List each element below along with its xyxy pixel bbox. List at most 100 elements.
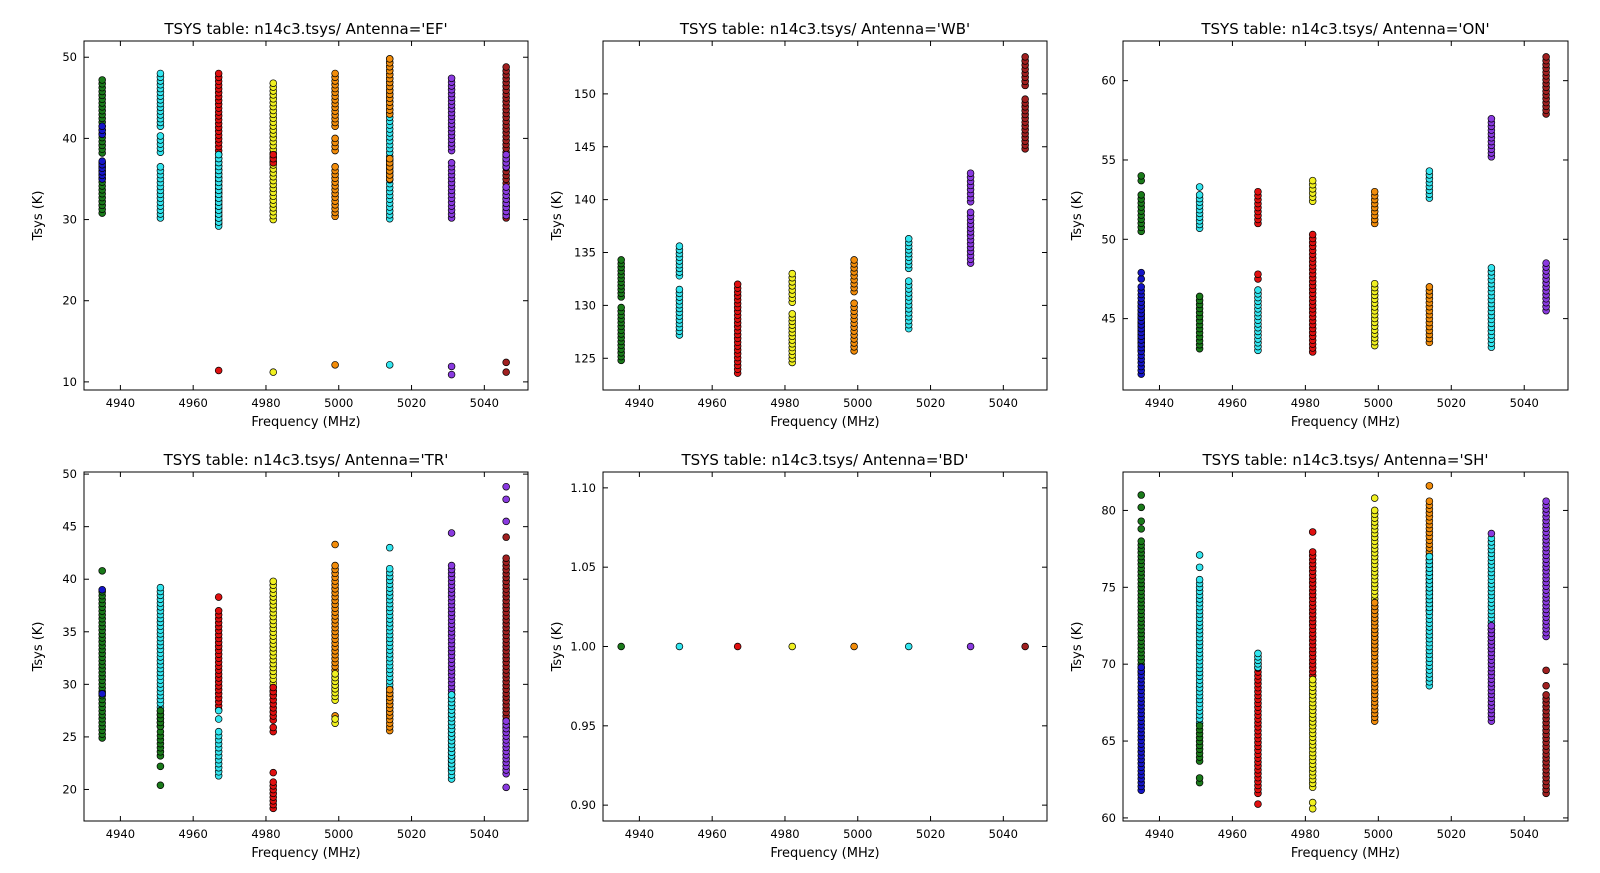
- data-point: [1137, 525, 1145, 533]
- x-tick-label: 4960: [179, 396, 208, 410]
- series-8: [1308, 675, 1317, 813]
- data-point: [966, 208, 975, 217]
- y-axis-label: Tsys (K): [1070, 622, 1085, 673]
- tsys-panel-3: TSYS table: n14c3.tsys/ Antenna='ON' Freq…: [1070, 20, 1569, 430]
- series-6: [1254, 286, 1262, 355]
- data-point: [502, 358, 510, 367]
- data-point: [502, 495, 510, 504]
- y-tick-label: 50: [1101, 232, 1116, 246]
- y-axis-label: Tsys (K): [31, 191, 46, 242]
- series-10: [331, 670, 339, 727]
- data-point: [1425, 283, 1434, 291]
- panel-title: TSYS table: n14c3.tsys/ Antenna='TR': [163, 451, 449, 469]
- data-point: [1308, 528, 1317, 536]
- y-tick-label: 80: [1101, 503, 1116, 517]
- y-tick-label: 55: [1101, 153, 1116, 167]
- data-point: [850, 299, 858, 308]
- panel-title: TSYS table: n14c3.tsys/ Antenna='WB': [679, 20, 970, 38]
- series-7: [1308, 176, 1317, 205]
- series-8: [1021, 53, 1029, 153]
- data-point: [1425, 167, 1434, 175]
- series-10: [385, 55, 394, 183]
- series-15: [1542, 497, 1550, 641]
- data-point: [269, 723, 277, 732]
- data-point: [1425, 552, 1434, 561]
- data-point: [1195, 183, 1204, 191]
- series-6: [904, 235, 913, 333]
- x-tick-label: 5020: [1437, 827, 1466, 841]
- x-tick-label: 5040: [1510, 396, 1539, 410]
- data-point: [617, 256, 625, 264]
- x-tick-label: 5000: [843, 827, 872, 841]
- data-point: [1195, 551, 1204, 559]
- y-tick-label: 60: [1101, 811, 1116, 825]
- data-point: [447, 561, 456, 570]
- series-6: [1254, 649, 1262, 672]
- data-point: [385, 564, 394, 573]
- data-point: [1137, 275, 1145, 283]
- data-point: [1542, 259, 1550, 267]
- series-5: [214, 593, 223, 714]
- series-14: [1487, 264, 1496, 351]
- series-5: [214, 150, 223, 230]
- x-tick-label: 4980: [251, 396, 280, 410]
- data-point: [502, 183, 510, 191]
- plot-frame: [83, 40, 529, 391]
- series-7: [269, 577, 277, 699]
- data-point: [447, 362, 456, 371]
- series-6: [269, 79, 277, 376]
- series-1: [98, 567, 106, 742]
- y-tick-label: 1.05: [570, 560, 596, 574]
- data-point: [331, 69, 339, 78]
- y-tick-label: 145: [574, 140, 596, 154]
- data-point: [850, 256, 858, 264]
- series-9: [1370, 187, 1379, 228]
- series-16: [1542, 666, 1550, 798]
- data-point: [1195, 292, 1204, 301]
- data-point: [1195, 191, 1204, 199]
- x-tick-label: 4940: [1145, 827, 1174, 841]
- data-point: [1254, 800, 1262, 808]
- tsys-panel-5: TSYS table: n14c3.tsys/ Antenna='BD' Freq…: [550, 451, 1048, 861]
- series-1: [617, 642, 625, 651]
- data-point: [502, 63, 510, 71]
- data-point: [1425, 497, 1434, 505]
- y-tick-label: 25: [62, 730, 77, 744]
- series-7: [269, 150, 277, 167]
- x-tick-label: 4960: [1218, 827, 1247, 841]
- data-point: [1308, 230, 1317, 239]
- y-tick-label: 20: [62, 294, 77, 308]
- series-12: [502, 63, 510, 376]
- series-10: [1370, 598, 1379, 725]
- y-tick-label: 45: [62, 520, 77, 534]
- data-point: [98, 157, 106, 165]
- panel-title: TSYS table: n14c3.tsys/ Antenna='EF': [163, 20, 447, 38]
- data-point: [1542, 53, 1550, 61]
- y-tick-label: 150: [574, 87, 596, 101]
- series-7: [966, 169, 975, 267]
- series-2: [675, 242, 684, 339]
- data-point: [675, 642, 684, 651]
- series-7: [966, 642, 975, 651]
- data-point: [1487, 264, 1496, 272]
- data-point: [156, 706, 165, 715]
- series-8: [331, 69, 339, 369]
- x-tick-label: 4960: [698, 827, 727, 841]
- x-tick-label: 4960: [179, 827, 208, 841]
- data-point: [385, 685, 394, 694]
- series-1: [1137, 491, 1145, 676]
- series-3: [156, 583, 165, 731]
- data-point: [850, 642, 858, 651]
- data-point: [156, 163, 165, 171]
- data-point: [1308, 798, 1317, 807]
- data-point: [1254, 187, 1262, 196]
- series-3: [733, 642, 742, 651]
- x-tick-label: 4980: [1291, 396, 1320, 410]
- y-tick-label: 0.90: [570, 798, 596, 812]
- data-point: [1370, 187, 1379, 196]
- data-point: [214, 69, 223, 78]
- x-tick-label: 4980: [251, 827, 280, 841]
- x-tick-label: 5020: [397, 827, 426, 841]
- data-point: [385, 154, 394, 163]
- y-axis-label: Tsys (K): [1070, 191, 1085, 242]
